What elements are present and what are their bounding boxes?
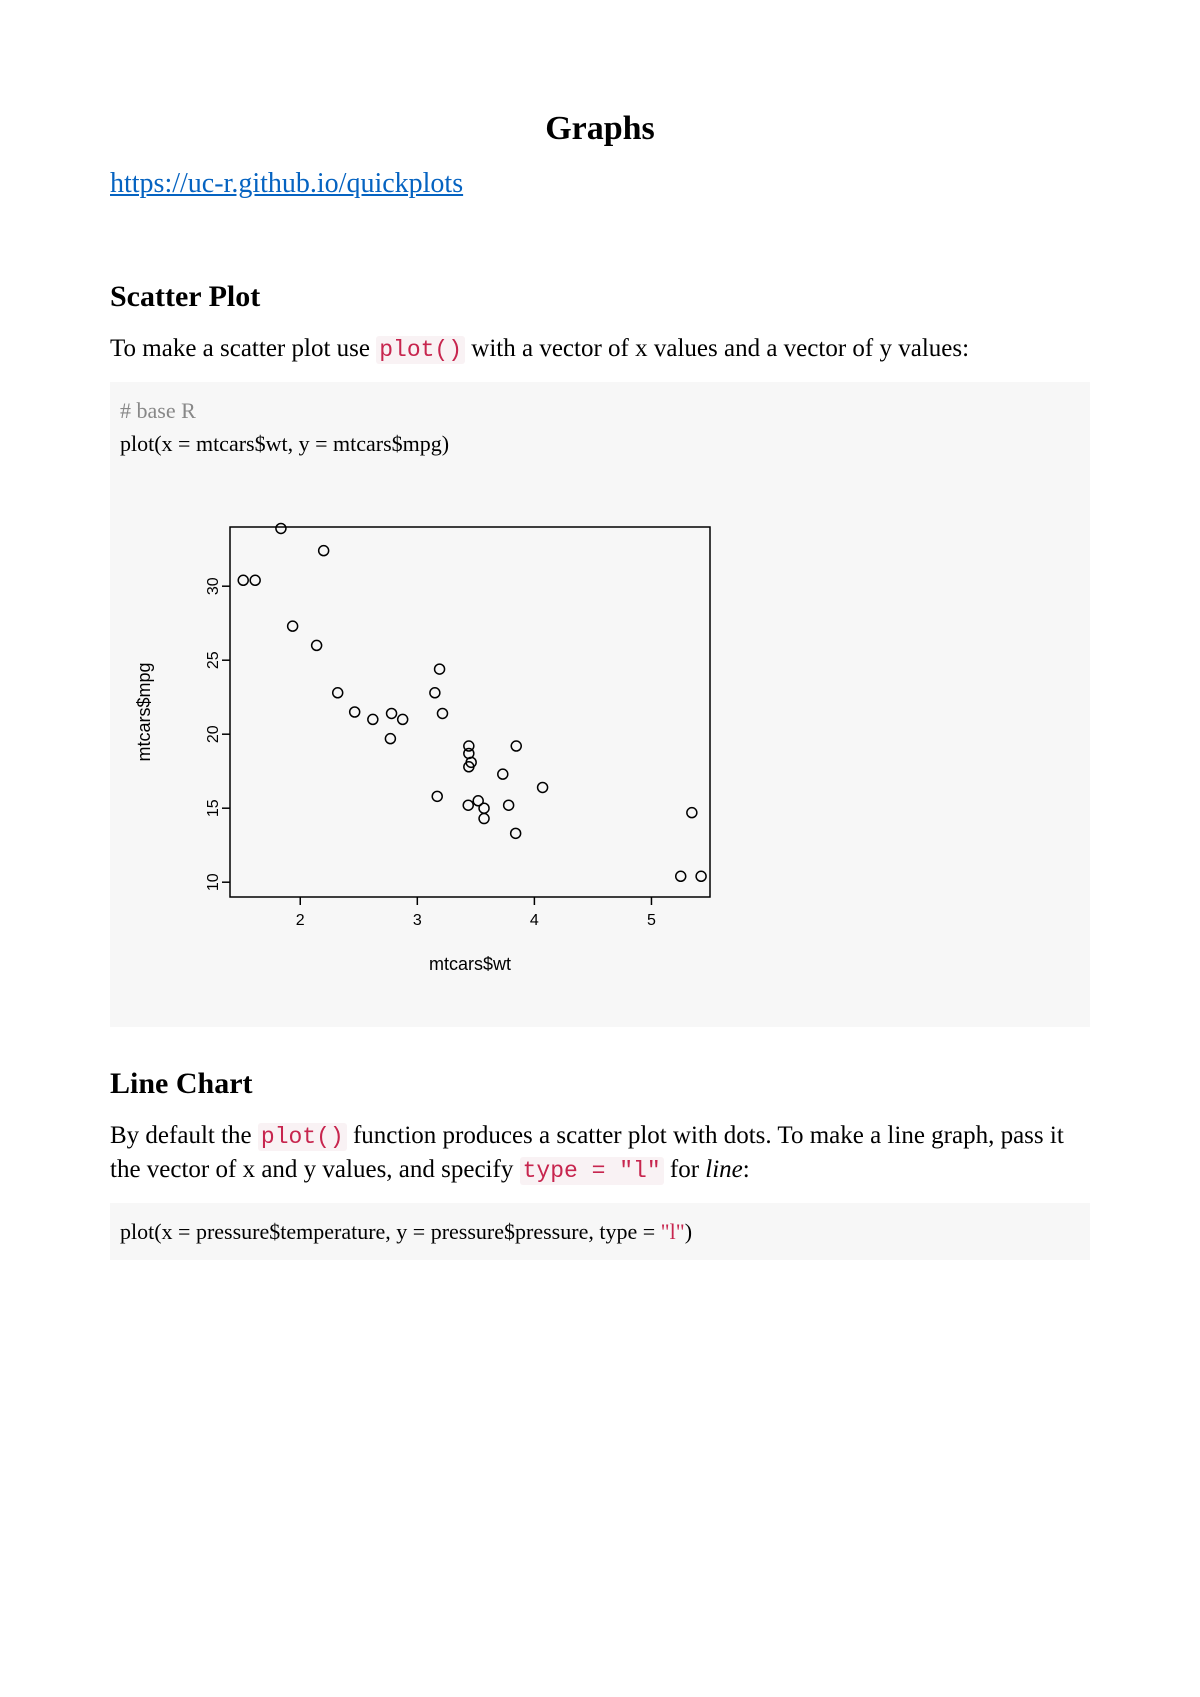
plot-fn-code: plot() <box>376 336 465 364</box>
scatter-heading: Scatter Plot <box>110 280 1090 314</box>
code-comment: # base R <box>120 398 196 423</box>
svg-text:15: 15 <box>205 799 222 817</box>
svg-text:5: 5 <box>647 912 656 929</box>
line-intro: By default the plot() function produces … <box>110 1119 1090 1187</box>
scatter-intro-pre: To make a scatter plot use <box>110 335 376 362</box>
line-word: line <box>705 1156 743 1183</box>
svg-text:4: 4 <box>530 912 539 929</box>
line-intro-pre: By default the <box>110 1122 258 1149</box>
svg-text:3: 3 <box>413 912 422 929</box>
scatter-intro: To make a scatter plot use plot() with a… <box>110 332 1090 366</box>
code-line: plot(x = mtcars$wt, y = mtcars$mpg) <box>120 431 449 456</box>
svg-text:30: 30 <box>205 577 222 595</box>
reference-link[interactable]: https://uc-r.github.io/quickplots <box>110 168 463 199</box>
reference-link-row: https://uc-r.github.io/quickplots <box>110 168 1090 200</box>
page-title: Graphs <box>110 110 1090 148</box>
scatter-plot: 2 3 4 5 10 15 20 25 30 mtcars$wt mtcars$mpg <box>120 492 740 992</box>
line-heading: Line Chart <box>110 1067 1090 1101</box>
line-code-post: ) <box>685 1219 692 1244</box>
line-intro-end: : <box>743 1156 750 1183</box>
svg-text:mtcars$wt: mtcars$wt <box>429 954 511 974</box>
document-page: Graphs https://uc-r.github.io/quickplots… <box>0 0 1200 1320</box>
line-code-str: "l" <box>661 1219 685 1244</box>
scatter-code-block: # base R plot(x = mtcars$wt, y = mtcars$… <box>110 382 1090 472</box>
svg-text:2: 2 <box>296 912 305 929</box>
line-intro-for: for <box>664 1156 706 1183</box>
scatter-plot-wrap: 2 3 4 5 10 15 20 25 30 mtcars$wt mtcars$mpg <box>110 472 1090 1027</box>
scatter-intro-post: with a vector of x values and a vector o… <box>465 335 969 362</box>
svg-text:10: 10 <box>205 873 222 891</box>
svg-text:20: 20 <box>205 725 222 743</box>
svg-text:25: 25 <box>205 651 222 669</box>
type-l-code: type = "l" <box>520 1157 664 1185</box>
line-code-block: plot(x = pressure$temperature, y = press… <box>110 1203 1090 1260</box>
line-code-pre: plot(x = pressure$temperature, y = press… <box>120 1219 661 1244</box>
plot-fn-code-2: plot() <box>258 1123 347 1151</box>
svg-text:mtcars$mpg: mtcars$mpg <box>134 663 154 762</box>
